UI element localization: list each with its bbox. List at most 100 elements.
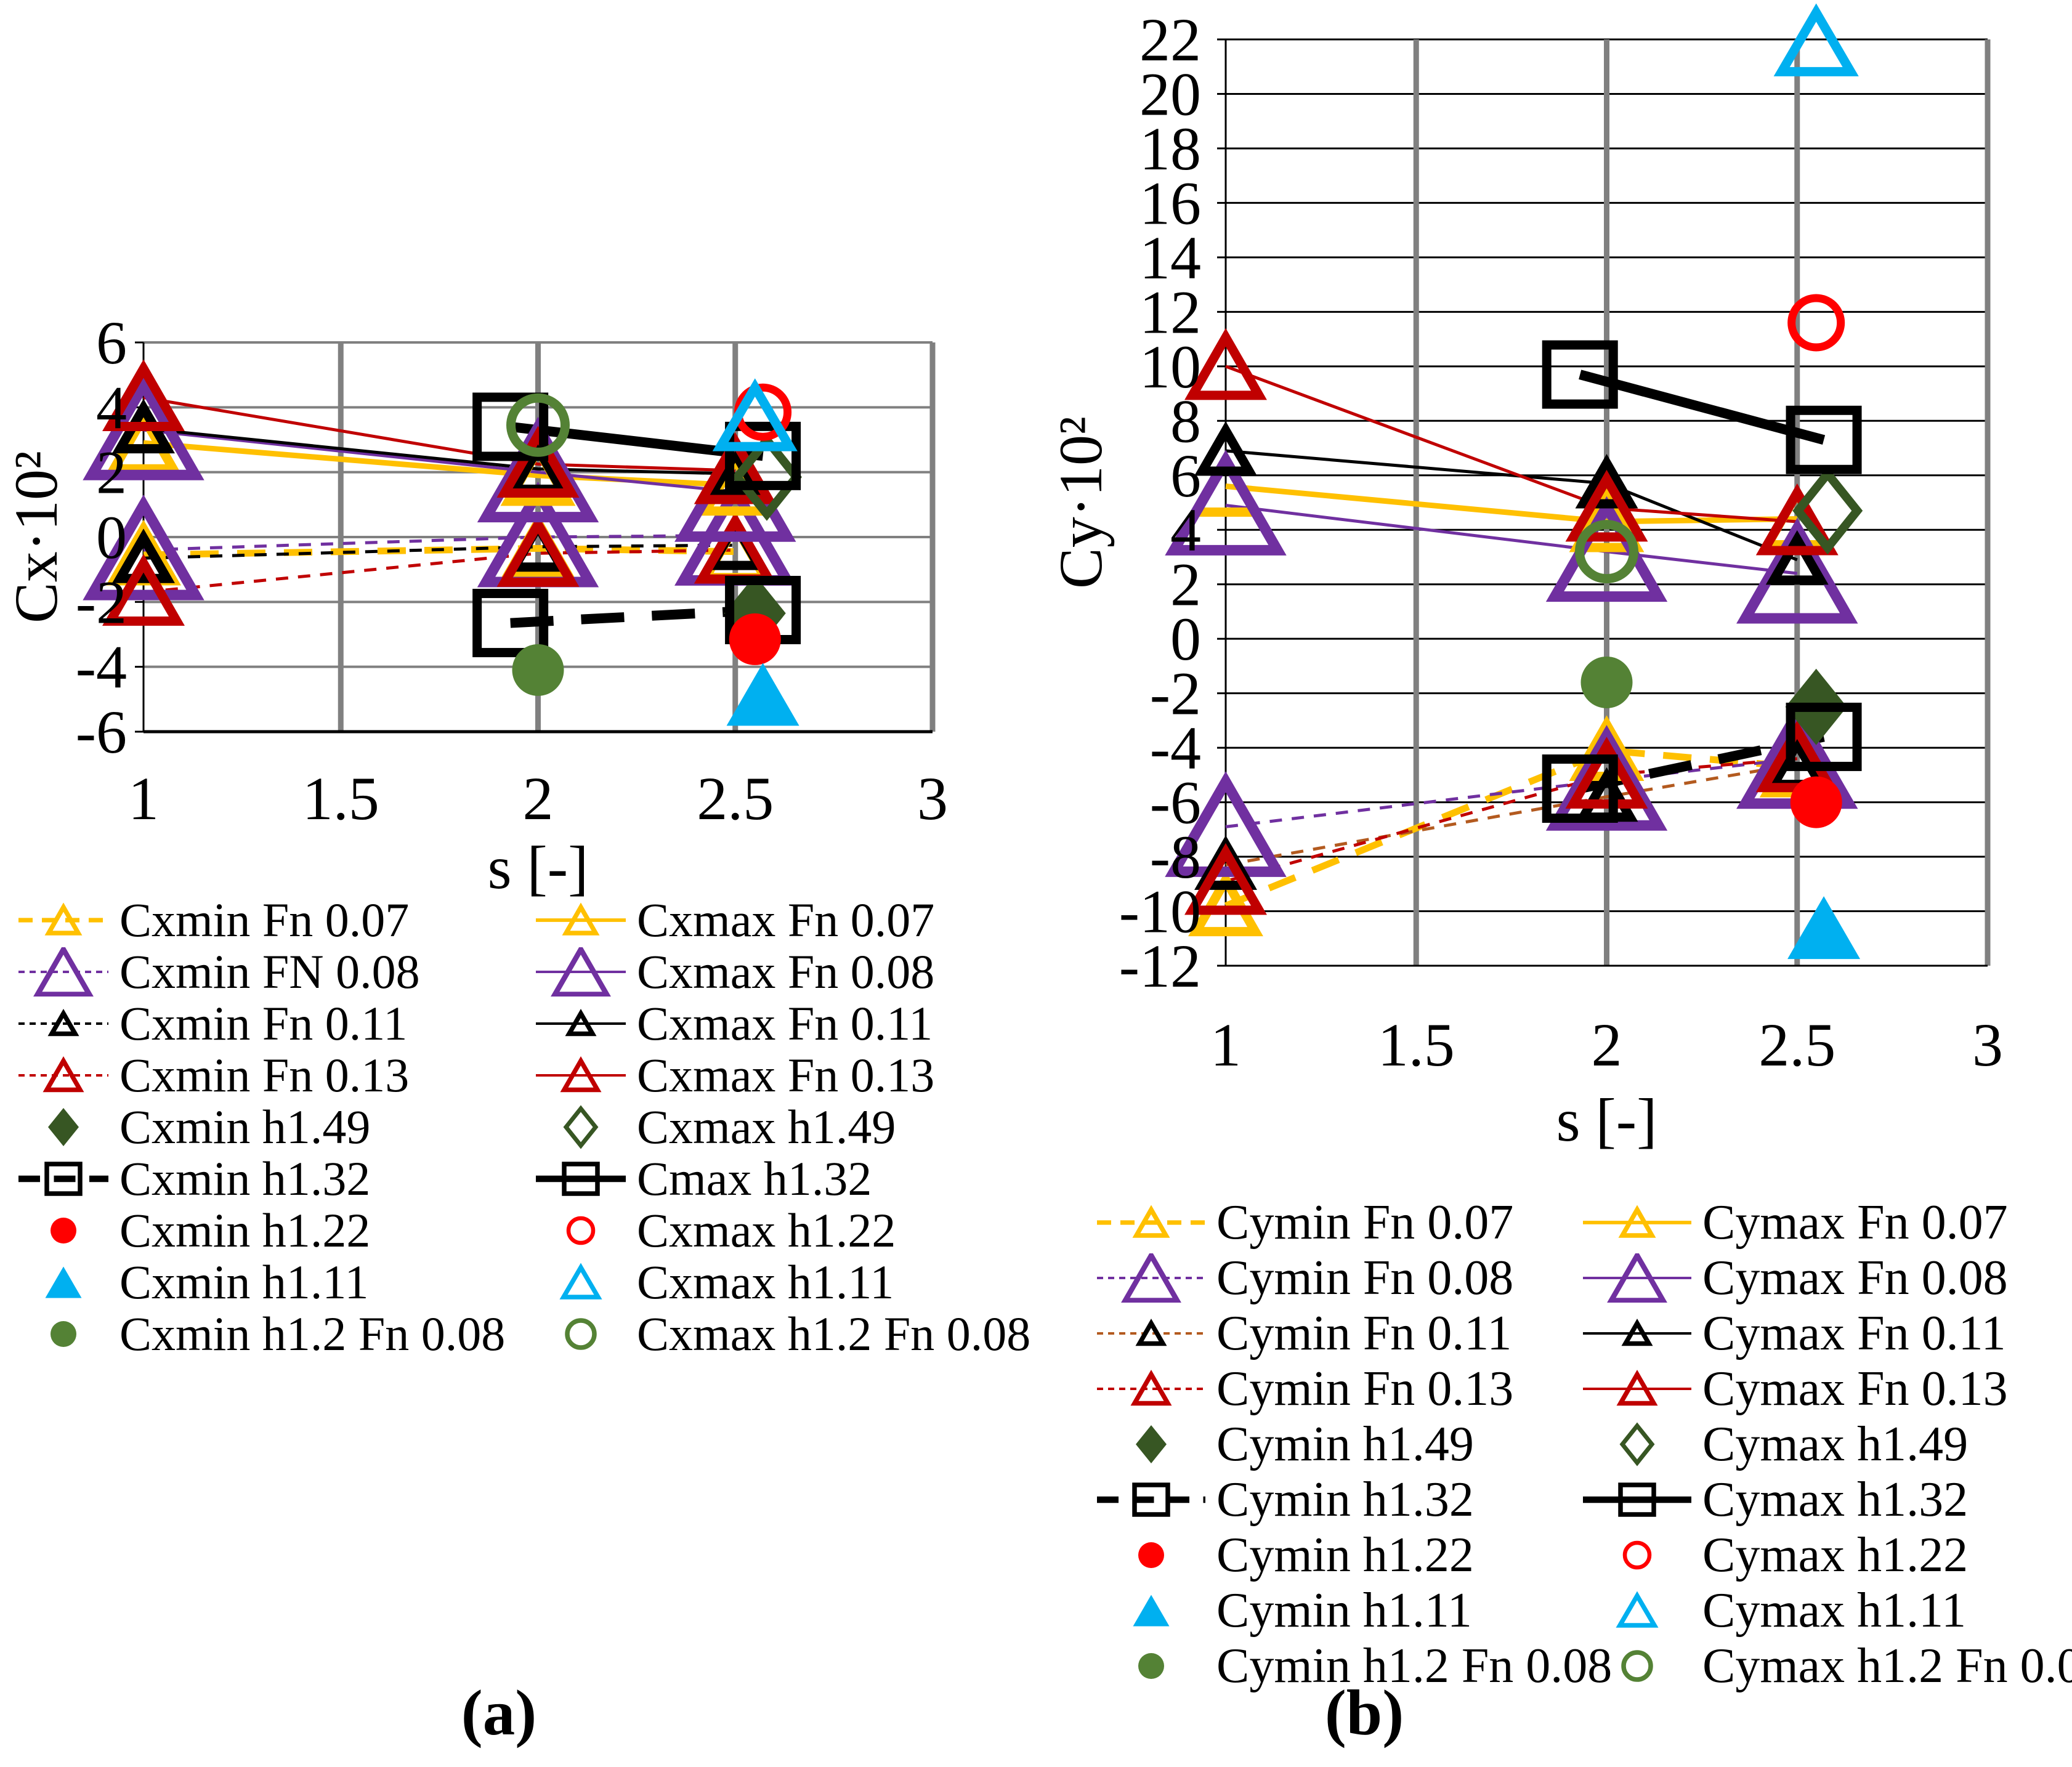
data-point-marker [1618, 1205, 1656, 1238]
series-markers-cymax-h132 [1542, 340, 1862, 474]
legend-label-cxmin-h111: Cxmin h1.11 [119, 1255, 369, 1309]
data-point-marker [729, 613, 781, 665]
data-point-marker [563, 1105, 599, 1149]
legend-item-cxmax-fn008: Cxmax Fn 0.08 [535, 945, 1030, 998]
subfigure-label-b: (b) [1324, 1676, 1404, 1749]
legend-label-cymin-h111: Cymin h1.11 [1216, 1583, 1472, 1638]
series-markers-cymax-h12fn008 [1575, 520, 1638, 584]
legend-item-cxmin-h12fn008: Cxmin h1.2 Fn 0.08 [17, 1307, 505, 1361]
y-tick-label: -8 [1150, 823, 1201, 891]
data-point-marker [694, 432, 777, 504]
legend-item-cxmin-fn008: Cxmin FN 0.08 [17, 945, 505, 998]
legend-swatch-cxmax-h149 [563, 1105, 599, 1149]
series-lines [143, 396, 764, 628]
data-point-marker [565, 1008, 597, 1037]
legend-item-cymin-h12fn008: Cymin h1.2 Fn 0.08 [1096, 1638, 1612, 1694]
legend-label-cymax-h111: Cymax h1.11 [1702, 1583, 1967, 1638]
data-point-marker [1136, 1425, 1167, 1463]
legend-label-cxmax-h12fn008: Cxmax h1.2 Fn 0.08 [637, 1307, 1031, 1361]
data-point-marker [83, 495, 204, 600]
series-markers-cymax-h122 [1787, 294, 1845, 352]
legend-label-cymax-fn011: Cymax Fn 0.11 [1702, 1306, 2006, 1361]
legend-item-cymax-fn011: Cymax Fn 0.11 [1582, 1306, 2072, 1361]
y-tick-label: 14 [1139, 224, 1201, 292]
y-tick-label: 0 [96, 503, 127, 572]
legend-swatch-cymin-h12fn008 [1138, 1653, 1164, 1679]
y-tick-label: -4 [76, 633, 127, 702]
x-tick-label: 3 [917, 764, 948, 833]
data-point-marker [44, 1162, 83, 1196]
legend-label-cymax-h149: Cymax h1.49 [1702, 1417, 1969, 1471]
legend-label-cymin-fn007: Cymin Fn 0.07 [1216, 1195, 1514, 1250]
series-line-cxmax-fn007 [143, 440, 735, 488]
legend-label-cymin-h122: Cymin h1.22 [1216, 1527, 1474, 1582]
x-axis-labels-b: 1 1.5 2 2.5 3 [1210, 1011, 2003, 1079]
y-tick-label: 4 [1170, 496, 1201, 564]
series-markers-cxmin-h149 [724, 575, 786, 652]
y-tick-label: 22 [1139, 6, 1201, 74]
legend-swatch-cxmax-h111 [559, 1263, 602, 1300]
legend-label-cxmin-fn007: Cxmin Fn 0.07 [119, 893, 410, 947]
data-point-marker [1184, 328, 1267, 400]
legend-label-cymin-fn008: Cymin Fn 0.08 [1216, 1250, 1514, 1305]
data-point-marker [1792, 467, 1863, 555]
legend-item-cxmin-fn013: Cxmin Fn 0.13 [17, 1048, 505, 1102]
x-tick-label: 2.5 [1758, 1011, 1835, 1079]
legend-swatch-cxmax-fn013 [536, 1056, 626, 1093]
series-line-cxmax-fn008 [143, 428, 735, 493]
legend-label-cymax-fn013: Cymax Fn 0.13 [1702, 1361, 2008, 1416]
legend-swatch-cymax-h149 [1619, 1422, 1655, 1466]
legend-swatch-cxmin-h111 [45, 1266, 82, 1298]
legend-item-cymax-fn007: Cymax Fn 0.07 [1582, 1195, 2072, 1250]
data-point-marker [1165, 450, 1287, 556]
data-point-marker [1135, 1318, 1167, 1346]
y-tick-label: -10 [1119, 878, 1201, 946]
legend-label-cxmax-h149: Cxmax h1.49 [637, 1100, 896, 1154]
legend-swatch-cxmin-h132 [18, 1162, 108, 1196]
data-point-marker [726, 663, 799, 726]
y-tick-label: 16 [1139, 169, 1201, 237]
x-axis-title-b: s [-] [1556, 1086, 1657, 1154]
legend-label-cxmin-fn011: Cxmin Fn 0.11 [119, 997, 408, 1050]
data-point-marker [1618, 1482, 1656, 1517]
data-point-marker [1790, 776, 1842, 828]
legend-label-cxmin-h132: Cxmin h1.32 [119, 1152, 371, 1205]
legend-item-cymin-h132: Cymin h1.32 [1096, 1472, 1612, 1527]
series-markers-cxmin-fn008 [83, 480, 796, 600]
data-point-marker [472, 589, 549, 658]
data-point-marker [102, 554, 185, 626]
y-tick-label: 12 [1139, 278, 1201, 346]
y-tick-label: -6 [1150, 769, 1201, 837]
legend-label-cymax-h122: Cymax h1.22 [1702, 1527, 1969, 1582]
data-point-marker [512, 644, 564, 696]
series-markers-cymin-h111 [1787, 896, 1861, 960]
y-tick-label: 0 [1170, 605, 1201, 673]
series-line-cxmax-fn011 [143, 427, 735, 475]
data-point-marker [1565, 737, 1648, 809]
series-markers-cxmax-fn013 [102, 359, 777, 504]
legend-a-right-column: Cxmax Fn 0.07 Cxmax Fn 0.08 Cxmax Fn 0.11 C… [535, 893, 1031, 1361]
legend-label-cymin-h132: Cymin h1.32 [1216, 1472, 1474, 1527]
series-line-cymin-fn007 [1224, 746, 1798, 909]
data-point-marker [712, 378, 798, 451]
data-point-marker [48, 1108, 79, 1146]
data-point-marker [44, 902, 83, 936]
legend-label-cxmax-h122: Cxmax h1.22 [637, 1203, 896, 1257]
legend-swatch-cxmax-h12fn008 [565, 1318, 597, 1350]
legend-swatch-cymax-fn011 [1583, 1318, 1691, 1346]
data-point-marker [725, 421, 801, 490]
data-point-marker [1787, 294, 1845, 352]
legend-swatch-cxmin-h149 [48, 1108, 79, 1146]
y-tick-label: 10 [1139, 333, 1201, 401]
data-point-marker [562, 1162, 600, 1196]
legend-item-cymax-h132: Cymax h1.32 [1582, 1472, 2072, 1527]
data-point-marker [51, 1321, 76, 1347]
legend-label-cxmin-h149: Cxmin h1.49 [119, 1100, 371, 1154]
legend-item-cymin-fn007: Cymin Fn 0.07 [1096, 1195, 1612, 1250]
series-markers-cxmax-h149 [732, 433, 802, 521]
legend-item-cxmax-h122: Cxmax h1.22 [535, 1203, 1030, 1257]
y-tick-label: -12 [1119, 932, 1201, 1000]
legend-item-cymax-h111: Cymax h1.11 [1582, 1583, 2072, 1638]
legend-swatch-cxmin-fn008 [18, 947, 108, 997]
